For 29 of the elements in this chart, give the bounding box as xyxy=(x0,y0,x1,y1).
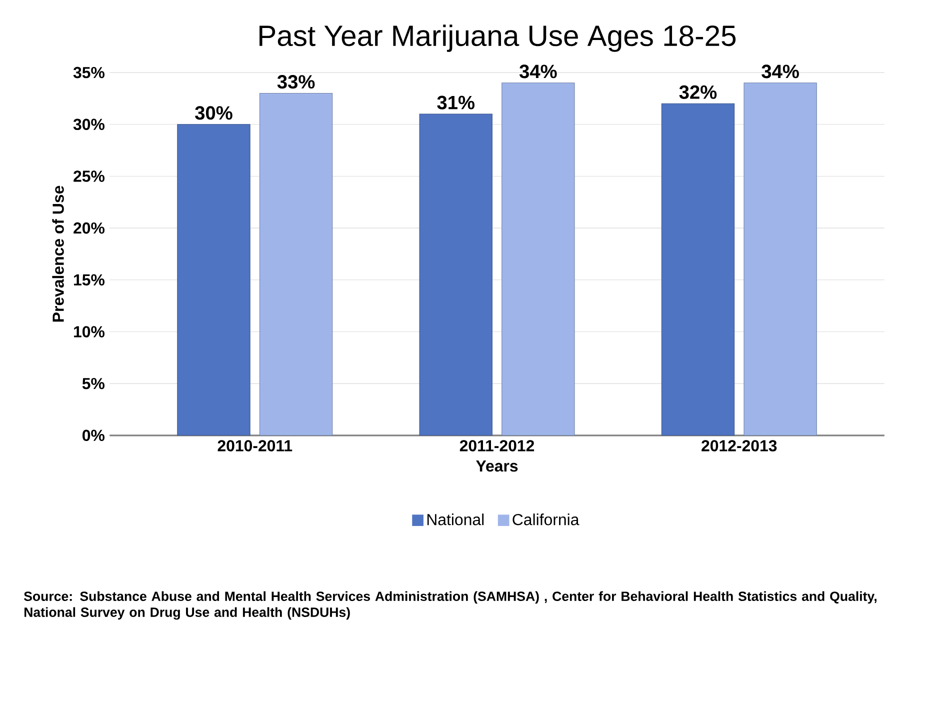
bar xyxy=(744,82,817,436)
data-label: 32% xyxy=(679,85,717,99)
x-tick-label: 2010-2011 xyxy=(218,440,292,452)
legend-label: National xyxy=(427,514,484,526)
bar xyxy=(259,92,333,436)
data-label: 33% xyxy=(277,74,315,89)
bar xyxy=(502,82,575,436)
x-tick-label: 2012-2013 xyxy=(702,440,777,452)
data-label: 34% xyxy=(519,64,557,78)
y-tick-label: 30% xyxy=(73,118,104,130)
y-tick-label: 15% xyxy=(74,274,104,286)
chart-title: Past Year Marijuana Use Ages 18-25 xyxy=(260,24,736,52)
y-tick-label: 25% xyxy=(74,170,104,182)
data-label: 34% xyxy=(762,64,799,78)
bar xyxy=(661,103,735,436)
y-tick-label: 0% xyxy=(82,430,104,441)
legend-label: California xyxy=(512,514,580,526)
source-note: Source: Substance Abuse and Mental Health Services Administration (SAMHSA) , Center for Behavioral Health Statistics and Quality, National Survey on Drug Use and Health (NSDUHs) xyxy=(24,591,876,620)
y-tick-label: 10% xyxy=(74,326,104,338)
x-tick-label: 2011-2012 xyxy=(460,440,534,452)
y-tick-label: 5% xyxy=(82,378,104,390)
y-axis-title: Prevalence of Use xyxy=(52,186,64,322)
y-tick-label: 35% xyxy=(73,66,104,78)
data-label: 31% xyxy=(437,96,474,110)
data-label: 30% xyxy=(195,106,232,120)
bar xyxy=(419,114,492,436)
bar xyxy=(177,124,250,436)
x-axis-title: Years xyxy=(476,460,518,472)
y-tick-label: 20% xyxy=(74,222,104,234)
